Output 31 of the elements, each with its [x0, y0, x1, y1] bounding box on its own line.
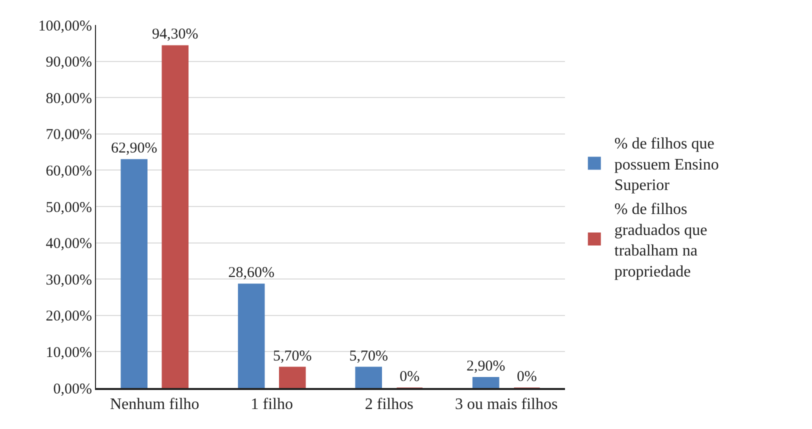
x-tick-label: 3 ou mais filhos — [455, 396, 558, 413]
legend-label: % de filhos graduados que trabalham na propriedade — [614, 201, 708, 280]
bar — [162, 45, 189, 388]
data-label: 94,30% — [152, 26, 198, 43]
y-tick-label: 60,00% — [46, 163, 92, 180]
y-tick-label: 50,00% — [46, 200, 92, 216]
bar — [120, 159, 148, 388]
data-label: 5,70% — [349, 348, 388, 364]
y-tick-label: 20,00% — [46, 308, 92, 325]
bar — [238, 284, 265, 388]
y-tick-label: 30,00% — [46, 272, 92, 288]
data-label: 28,60% — [228, 265, 274, 282]
x-tick-label: 1 filho — [250, 396, 293, 413]
y-tick-label: 70,00% — [46, 127, 92, 144]
bar — [355, 366, 382, 388]
data-label: 5,70% — [273, 348, 312, 364]
data-label: 0% — [516, 369, 537, 385]
x-tick-label: Nenhum filho — [110, 396, 200, 413]
data-label: 2,90% — [466, 358, 506, 374]
y-tick-label: 100,00% — [38, 18, 92, 34]
data-label: 0% — [400, 369, 420, 385]
bar — [472, 376, 500, 388]
y-tick-label: 40,00% — [46, 236, 92, 252]
y-tick-label: 0,00% — [53, 381, 92, 398]
y-tick-label: 90,00% — [46, 54, 92, 71]
x-tick-label: 2 filhos — [364, 396, 414, 413]
y-tick-label: 80,00% — [46, 90, 92, 107]
bar — [279, 366, 306, 388]
data-label: 62,90% — [110, 140, 158, 157]
legend-label: % de filhos que possuem Ensino Superior — [614, 136, 719, 194]
y-tick-label: 10,00% — [46, 344, 92, 361]
